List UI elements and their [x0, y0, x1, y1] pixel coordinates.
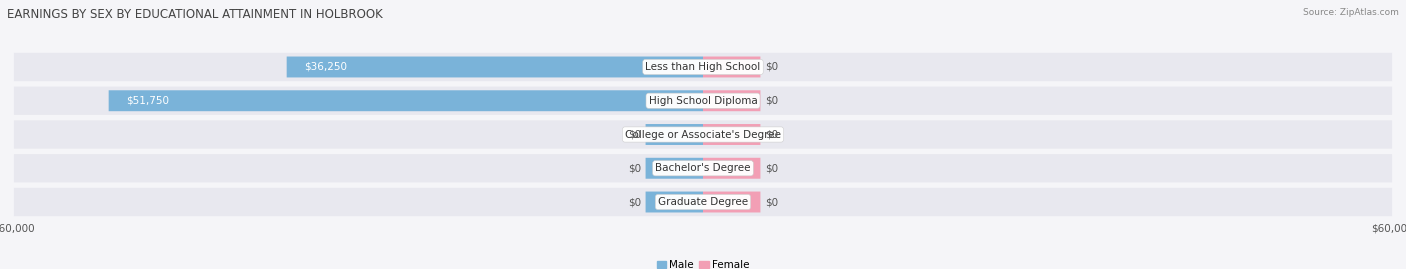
FancyBboxPatch shape: [14, 53, 1392, 81]
FancyBboxPatch shape: [703, 158, 761, 179]
Text: $0: $0: [765, 163, 778, 173]
Text: $0: $0: [765, 129, 778, 140]
FancyBboxPatch shape: [703, 90, 761, 111]
FancyBboxPatch shape: [108, 90, 703, 111]
Text: $0: $0: [628, 163, 641, 173]
Text: Less than High School: Less than High School: [645, 62, 761, 72]
Text: College or Associate's Degree: College or Associate's Degree: [626, 129, 780, 140]
Text: $0: $0: [628, 129, 641, 140]
FancyBboxPatch shape: [14, 120, 1392, 149]
Text: High School Diploma: High School Diploma: [648, 96, 758, 106]
Text: EARNINGS BY SEX BY EDUCATIONAL ATTAINMENT IN HOLBROOK: EARNINGS BY SEX BY EDUCATIONAL ATTAINMEN…: [7, 8, 382, 21]
Text: $36,250: $36,250: [304, 62, 347, 72]
FancyBboxPatch shape: [287, 56, 703, 77]
FancyBboxPatch shape: [703, 124, 761, 145]
Text: $0: $0: [765, 96, 778, 106]
Text: Graduate Degree: Graduate Degree: [658, 197, 748, 207]
Legend: Male, Female: Male, Female: [657, 260, 749, 269]
Text: Source: ZipAtlas.com: Source: ZipAtlas.com: [1303, 8, 1399, 17]
FancyBboxPatch shape: [645, 158, 703, 179]
FancyBboxPatch shape: [14, 154, 1392, 182]
FancyBboxPatch shape: [703, 56, 761, 77]
FancyBboxPatch shape: [14, 87, 1392, 115]
FancyBboxPatch shape: [14, 188, 1392, 216]
Text: $0: $0: [628, 197, 641, 207]
Text: $0: $0: [765, 62, 778, 72]
FancyBboxPatch shape: [645, 124, 703, 145]
FancyBboxPatch shape: [645, 192, 703, 213]
Text: Bachelor's Degree: Bachelor's Degree: [655, 163, 751, 173]
FancyBboxPatch shape: [703, 192, 761, 213]
Text: $0: $0: [765, 197, 778, 207]
Text: $51,750: $51,750: [127, 96, 169, 106]
